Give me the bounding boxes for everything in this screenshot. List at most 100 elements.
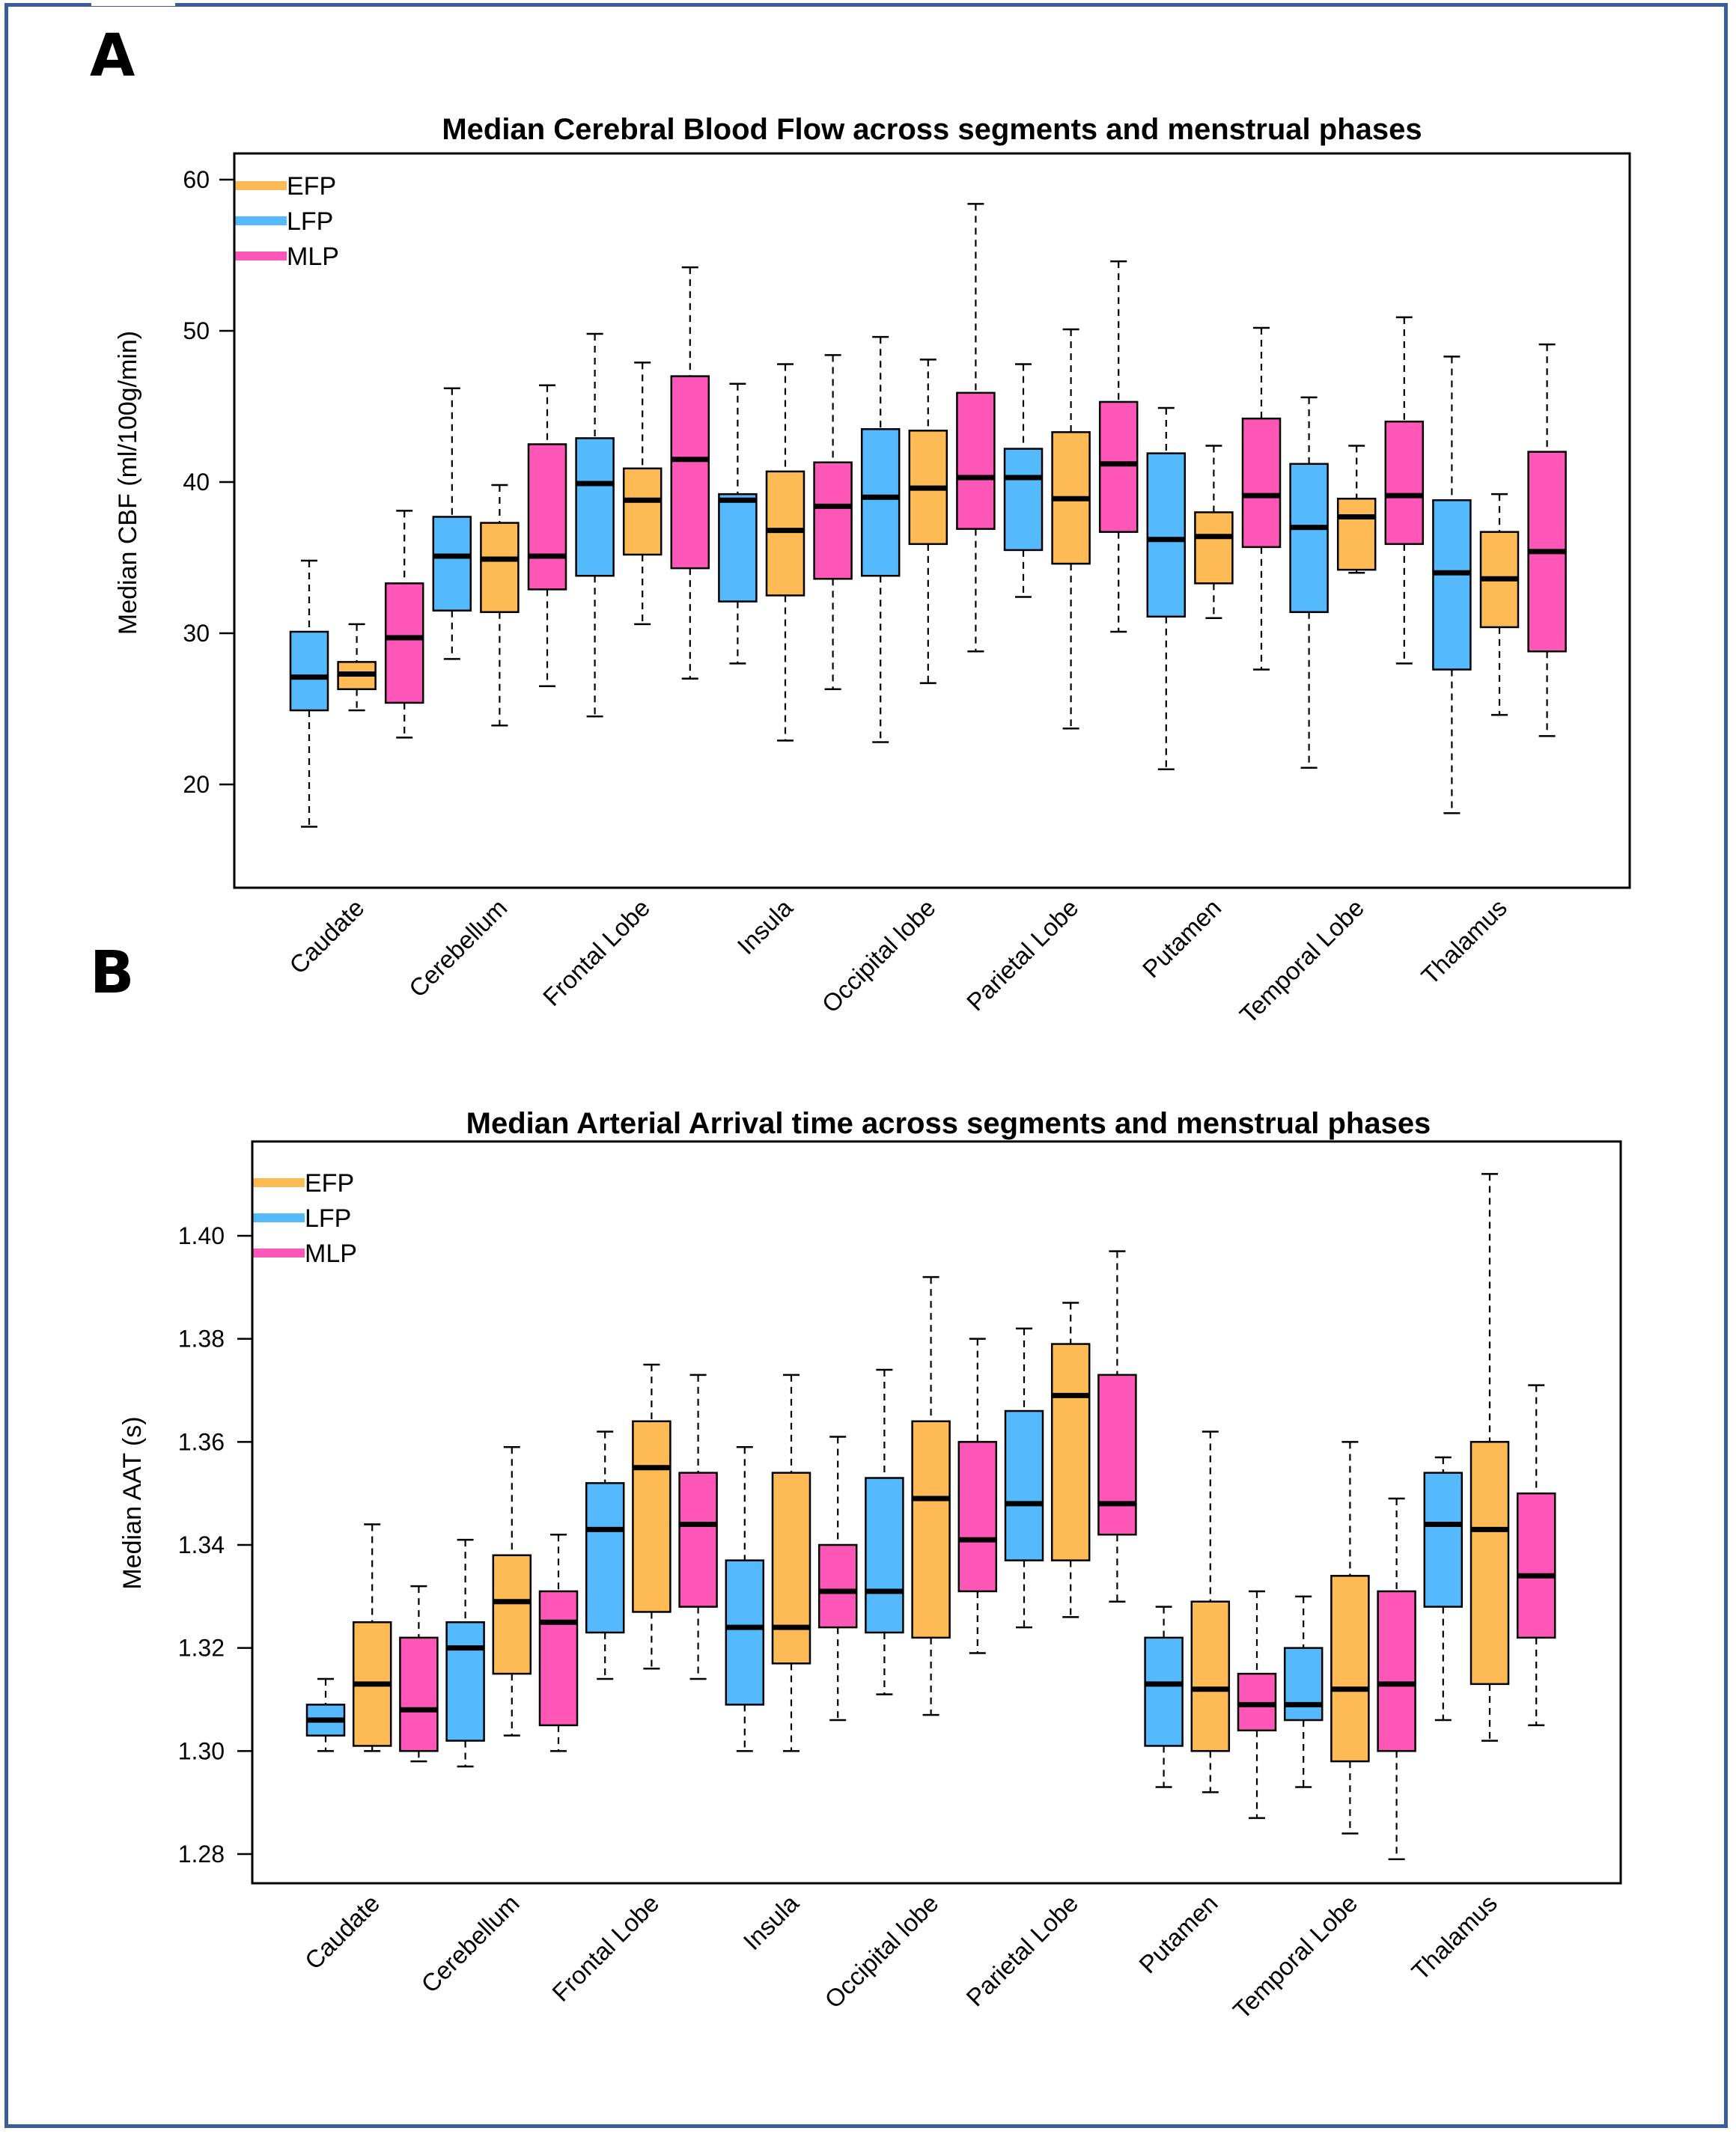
box-iqr xyxy=(432,516,472,612)
box-temporal-lobe-lfp xyxy=(1283,1595,1324,1788)
panel-b-legend: EFP LFP MLP xyxy=(252,1169,357,1268)
box-iqr xyxy=(813,461,853,580)
x-category-label: Insula xyxy=(738,1888,805,1955)
x-category-label: Thalamus xyxy=(1416,894,1512,990)
box-thalamus-lfp xyxy=(1432,356,1472,814)
box-insula-efp xyxy=(765,363,805,742)
box-parietal-lobe-efp xyxy=(1051,328,1091,730)
box-putamen-mlp xyxy=(1237,1590,1277,1820)
box-frontal-lobe-mlp xyxy=(678,1374,718,1680)
panel-a-x-labels: Caudate Cerebellum Frontal Lobe Insula Occip… xyxy=(284,893,1512,1028)
box-iqr xyxy=(1098,400,1139,533)
box-iqr xyxy=(865,1477,904,1634)
panel-b-chart: Median Arterial Arrival time across segm… xyxy=(118,1107,1622,2024)
box-temporal-lobe-lfp xyxy=(1289,396,1329,769)
box-parietal-lobe-lfp xyxy=(1004,1327,1044,1629)
box-iqr xyxy=(957,1441,998,1593)
box-iqr xyxy=(1330,1575,1370,1763)
x-category-label: Frontal Lobe xyxy=(537,894,655,1011)
x-category-label: Putamen xyxy=(1133,1889,1223,1979)
y-tick-label: 20 xyxy=(183,771,210,798)
box-temporal-lobe-mlp xyxy=(1377,1497,1416,1861)
box-iqr xyxy=(1516,1492,1556,1639)
panel-a-chart: Median Cerebral Blood Flow across segmen… xyxy=(114,113,1631,1028)
box-occipital-lobe-mlp xyxy=(957,1338,998,1654)
x-category-label: Frontal Lobe xyxy=(546,1889,664,2007)
box-putamen-efp xyxy=(1190,1430,1231,1793)
box-iqr xyxy=(622,467,663,556)
box-cerebellum-efp xyxy=(492,1445,532,1737)
box-cerebellum-mlp xyxy=(538,1533,579,1752)
panel-a-plot-frame xyxy=(233,152,1631,889)
box-iqr xyxy=(1469,1441,1510,1686)
box-iqr xyxy=(1146,452,1187,618)
x-category-label: Occipital lobe xyxy=(819,1889,943,2013)
box-iqr xyxy=(445,1621,485,1742)
box-iqr xyxy=(1384,420,1425,546)
legend-label-efp: EFP xyxy=(305,1169,354,1198)
box-thalamus-mlp xyxy=(1527,343,1567,737)
panel-b-y-ticks: 1.28 1.30 1.32 1.34 1.36 1.38 1.40 xyxy=(178,1222,252,1868)
y-tick-label: 30 xyxy=(183,620,210,647)
legend-label-lfp: LFP xyxy=(305,1204,351,1233)
box-iqr xyxy=(1336,497,1377,571)
box-iqr xyxy=(678,1472,718,1608)
box-cerebellum-efp xyxy=(480,484,520,727)
box-iqr xyxy=(1423,1472,1464,1608)
x-category-label: Insula xyxy=(732,893,799,960)
box-occipital-lobe-efp xyxy=(908,359,948,684)
legend-label-lfp: LFP xyxy=(287,207,333,236)
x-category-label: Putamen xyxy=(1137,894,1227,984)
panel-a-title: Median Cerebral Blood Flow across segmen… xyxy=(442,113,1422,146)
frame-gap xyxy=(91,1,175,6)
y-tick-label: 60 xyxy=(183,166,210,193)
box-iqr xyxy=(1004,1409,1044,1561)
y-tick-label: 1.30 xyxy=(178,1737,225,1764)
box-parietal-lobe-mlp xyxy=(1098,260,1139,633)
box-temporal-lobe-mlp xyxy=(1384,316,1425,665)
box-temporal-lobe-efp xyxy=(1330,1441,1370,1835)
box-caudate-efp xyxy=(337,623,377,712)
box-parietal-lobe-mlp xyxy=(1097,1250,1137,1603)
box-iqr xyxy=(1289,463,1329,613)
box-iqr xyxy=(1050,1343,1091,1561)
box-occipital-lobe-lfp xyxy=(865,1368,904,1695)
box-thalamus-efp xyxy=(1469,1173,1510,1742)
box-iqr xyxy=(399,1636,439,1752)
box-putamen-lfp xyxy=(1144,1606,1184,1788)
box-iqr xyxy=(585,1482,625,1634)
x-category-label: Cerebellum xyxy=(403,894,512,1002)
box-iqr xyxy=(1144,1636,1184,1747)
box-frontal-lobe-lfp xyxy=(575,332,615,718)
box-iqr xyxy=(527,443,567,591)
panel-a-y-ticks: 20 30 40 50 60 xyxy=(183,166,234,798)
figure-frame xyxy=(4,3,1728,2128)
y-tick-label: 1.32 xyxy=(178,1635,225,1662)
legend-label-mlp: MLP xyxy=(287,243,339,271)
legend-label-mlp: MLP xyxy=(305,1240,357,1268)
y-tick-label: 1.36 xyxy=(178,1428,225,1455)
box-caudate-lfp xyxy=(305,1677,346,1752)
box-thalamus-efp xyxy=(1479,493,1520,716)
y-tick-label: 50 xyxy=(183,317,210,344)
box-occipital-lobe-lfp xyxy=(860,335,901,743)
box-caudate-lfp xyxy=(289,559,329,828)
box-iqr xyxy=(670,375,710,570)
box-insula-efp xyxy=(771,1374,811,1752)
box-caudate-efp xyxy=(352,1523,392,1752)
box-iqr xyxy=(1377,1590,1416,1752)
panel-b-plot-frame xyxy=(251,1140,1622,1885)
box-cerebellum-mlp xyxy=(527,384,567,687)
box-frontal-lobe-efp xyxy=(622,362,663,626)
x-category-label: Occipital lobe xyxy=(817,894,941,1018)
x-category-label: Caudate xyxy=(299,1889,385,1975)
panel-label-b: B xyxy=(90,939,135,1007)
x-category-label: Thalamus xyxy=(1406,1889,1502,1986)
box-iqr xyxy=(1003,448,1044,552)
y-tick-label: 1.40 xyxy=(178,1222,225,1249)
box-iqr xyxy=(632,1420,671,1613)
box-iqr xyxy=(1432,499,1472,671)
box-iqr xyxy=(480,522,520,613)
box-thalamus-mlp xyxy=(1516,1384,1556,1727)
